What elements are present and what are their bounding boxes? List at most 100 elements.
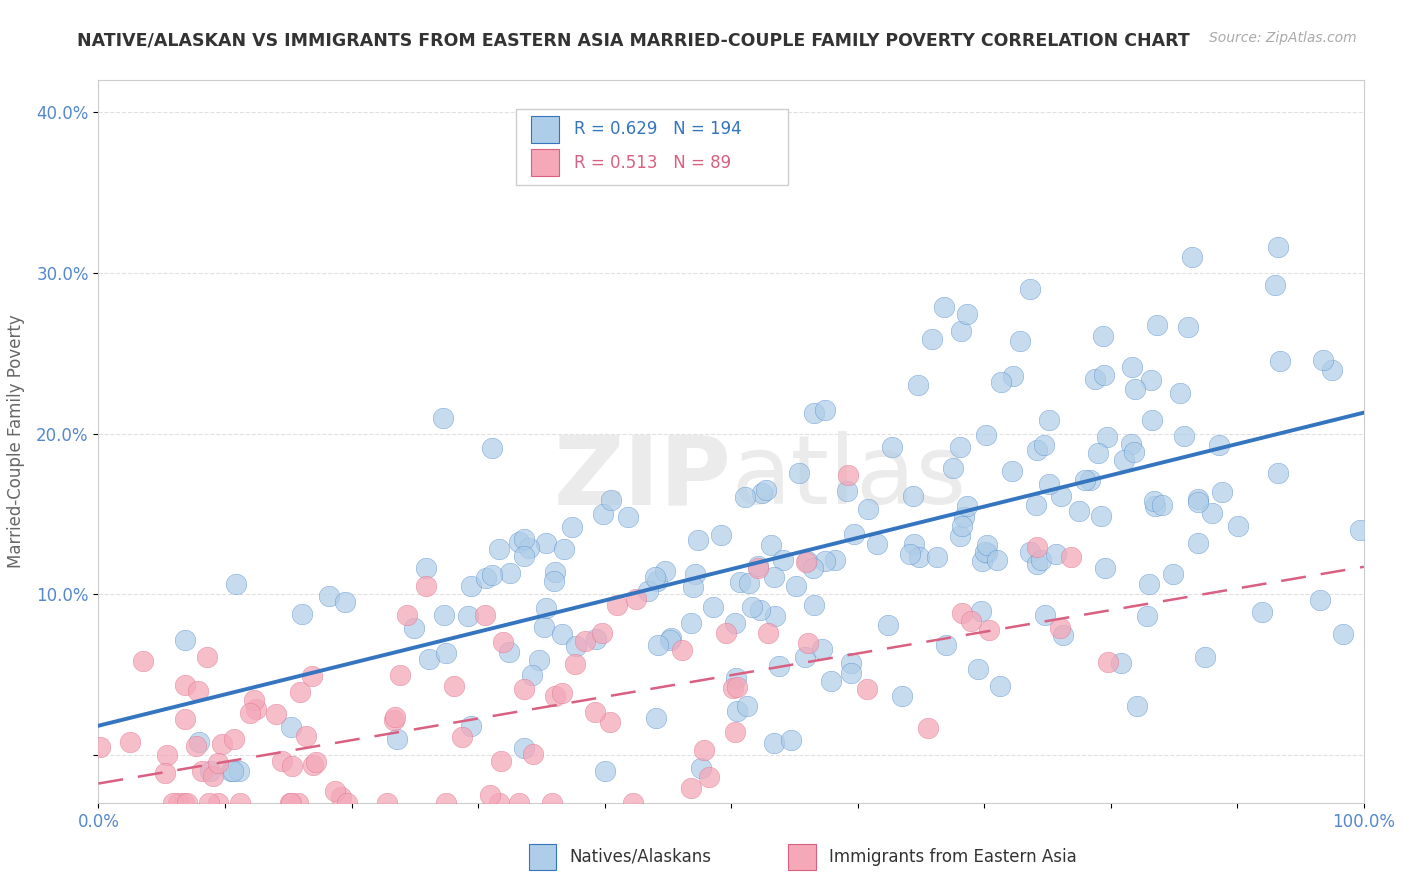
Point bbox=[1060, 550, 1083, 565]
Point bbox=[658, 633, 681, 648]
FancyBboxPatch shape bbox=[531, 116, 560, 143]
Point bbox=[855, 681, 877, 696]
Point bbox=[1123, 382, 1146, 396]
Point bbox=[330, 790, 353, 805]
Point bbox=[891, 690, 914, 704]
Point bbox=[1095, 430, 1118, 444]
Point bbox=[211, 737, 233, 751]
Point bbox=[498, 645, 520, 659]
Point bbox=[988, 679, 1011, 693]
Point bbox=[903, 489, 925, 503]
Point bbox=[882, 440, 904, 454]
Point bbox=[1173, 429, 1195, 443]
Point bbox=[647, 638, 669, 652]
Point bbox=[387, 731, 409, 746]
Point bbox=[382, 714, 405, 728]
Point bbox=[191, 764, 214, 778]
Point bbox=[301, 757, 323, 772]
Point bbox=[1264, 277, 1286, 292]
Point bbox=[544, 690, 567, 704]
Point bbox=[949, 529, 972, 543]
Point bbox=[375, 796, 398, 810]
Point bbox=[702, 599, 724, 614]
Point bbox=[451, 730, 474, 744]
Point bbox=[1038, 477, 1060, 491]
Point bbox=[290, 685, 312, 699]
Point bbox=[1348, 523, 1371, 537]
Point bbox=[201, 769, 224, 783]
Point bbox=[907, 378, 929, 392]
Point bbox=[219, 764, 242, 778]
Point bbox=[755, 483, 778, 497]
Point bbox=[543, 574, 565, 588]
Point bbox=[1033, 437, 1056, 451]
Point bbox=[550, 686, 572, 700]
Point bbox=[1112, 452, 1135, 467]
Point bbox=[264, 707, 287, 722]
Point bbox=[176, 796, 198, 810]
Point bbox=[803, 406, 825, 420]
Point bbox=[1121, 436, 1143, 450]
Point bbox=[187, 684, 209, 698]
Point bbox=[659, 631, 682, 645]
Point bbox=[513, 682, 536, 697]
Point bbox=[1331, 626, 1354, 640]
Text: ZIP: ZIP bbox=[553, 431, 731, 524]
Point bbox=[460, 579, 482, 593]
Point bbox=[654, 564, 676, 578]
Point bbox=[592, 508, 614, 522]
Point bbox=[1018, 544, 1040, 558]
Point bbox=[239, 706, 262, 720]
Point bbox=[1181, 250, 1204, 264]
Point bbox=[876, 618, 898, 632]
Point bbox=[600, 493, 623, 508]
Point bbox=[155, 748, 177, 763]
Point bbox=[89, 739, 111, 754]
Point bbox=[1170, 385, 1192, 400]
Point bbox=[1161, 566, 1184, 581]
Point bbox=[522, 667, 544, 681]
FancyBboxPatch shape bbox=[516, 109, 789, 185]
Point bbox=[970, 554, 993, 568]
Point bbox=[917, 721, 939, 735]
Point bbox=[1187, 492, 1209, 507]
Point bbox=[1146, 318, 1168, 333]
Point bbox=[741, 599, 763, 614]
Point bbox=[1139, 577, 1161, 591]
Text: atlas: atlas bbox=[731, 431, 966, 524]
Point bbox=[305, 755, 328, 769]
Point bbox=[281, 759, 304, 773]
Point bbox=[763, 736, 786, 750]
Point bbox=[637, 583, 659, 598]
Point bbox=[565, 639, 588, 653]
Point bbox=[811, 642, 834, 657]
Point bbox=[513, 532, 536, 546]
Point bbox=[724, 725, 747, 739]
Point bbox=[333, 595, 356, 609]
Point bbox=[132, 654, 155, 668]
Point bbox=[534, 601, 557, 615]
Point bbox=[1140, 413, 1163, 427]
Point bbox=[229, 796, 252, 810]
Point bbox=[389, 668, 412, 682]
FancyBboxPatch shape bbox=[529, 845, 557, 870]
Point bbox=[225, 577, 247, 591]
Point bbox=[837, 483, 859, 498]
Point bbox=[1177, 320, 1199, 334]
Point bbox=[561, 520, 583, 534]
Point bbox=[842, 527, 865, 541]
Point bbox=[1136, 609, 1159, 624]
Point bbox=[167, 796, 190, 810]
Point bbox=[489, 754, 512, 768]
Point bbox=[934, 301, 956, 315]
Point bbox=[1033, 607, 1056, 622]
Point bbox=[564, 657, 586, 671]
Point bbox=[1001, 464, 1024, 478]
Point bbox=[418, 651, 440, 665]
Point bbox=[935, 639, 957, 653]
Point bbox=[1087, 446, 1109, 460]
Point bbox=[1078, 473, 1101, 487]
Point bbox=[533, 620, 555, 634]
Point bbox=[1187, 536, 1209, 550]
Point bbox=[751, 486, 773, 500]
